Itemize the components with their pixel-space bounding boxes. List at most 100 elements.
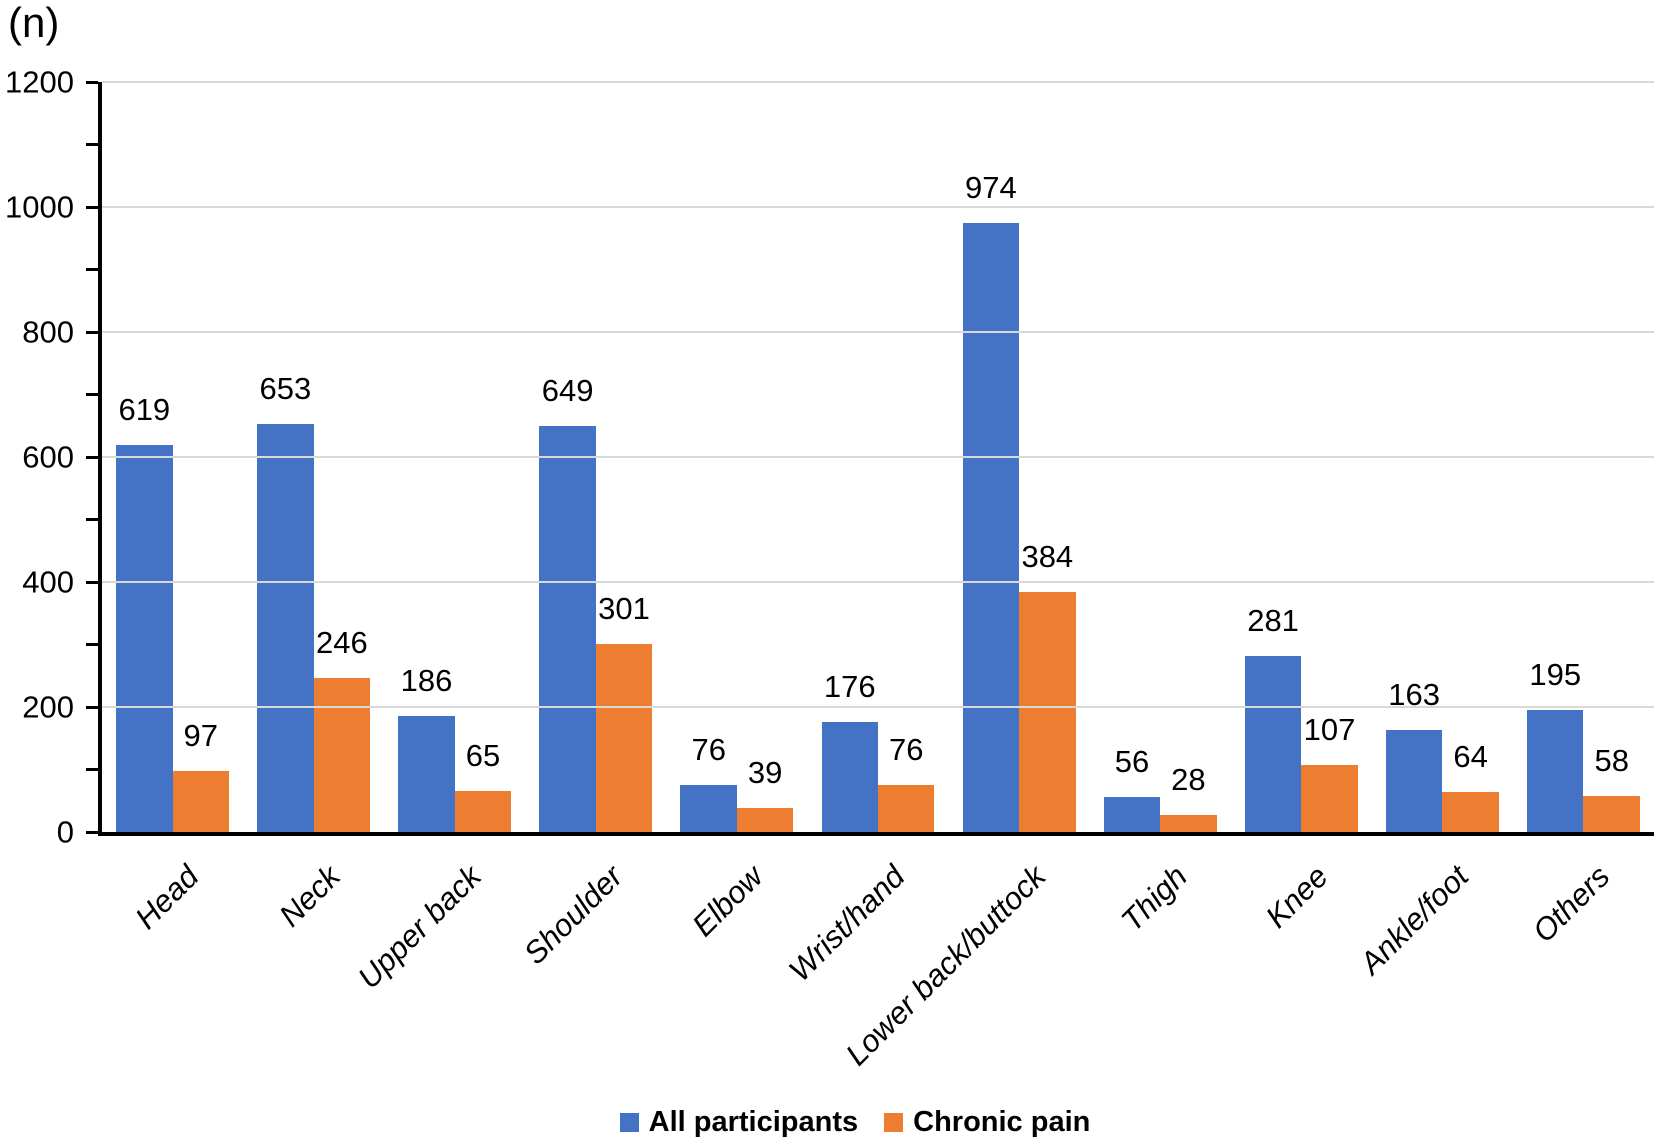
legend-swatch [884,1113,904,1132]
x-category-label: Head [128,858,206,936]
y-axis-tick [86,830,98,834]
bar [1103,797,1161,832]
bar-group: 619 97 [102,82,243,832]
bar-column: 653 [257,82,314,832]
bar [878,784,935,832]
bar-group: 186 65 [384,82,525,832]
y-axis-tick [86,768,98,772]
y-axis-tick [86,455,98,459]
x-category-label: Upper back [351,858,489,996]
bar-value-label: 619 [118,392,171,428]
bar [116,445,173,832]
bar [1160,814,1217,832]
bar-group: 76 39 [666,82,807,832]
x-category-label: Others [1526,858,1617,950]
y-axis-title: (n) [8,0,60,46]
y-tick-label: 1000 [5,189,74,225]
y-tick-label: 0 [56,814,74,850]
gridline [102,331,1654,334]
bar-value-label: 76 [888,731,924,767]
bar [1301,765,1358,832]
bar-column: 28 [1160,82,1217,832]
bar [736,807,794,832]
bar-value-label: 974 [965,170,1017,206]
x-category-label: Ankle/foot [1353,858,1476,981]
gridline [102,81,1654,83]
bar-value-label: 39 [747,754,783,790]
bar-column: 301 [595,82,653,832]
y-axis-tick [86,330,98,334]
x-category-label: Shoulder [516,858,630,972]
bar-group: 281 107 [1231,82,1372,832]
bars-container: 619 97 653 246 186 65 649 301 76 39 176 76 974 384 56 2… [102,82,1654,832]
bar-value-label: 653 [259,370,312,406]
bar-column: 186 [398,82,455,832]
bar-value-label: 384 [1021,539,1074,574]
bar [313,678,371,832]
bar-column: 163 [1385,82,1443,832]
x-category-label: Neck [272,858,347,934]
legend-swatch [619,1113,639,1132]
bar [398,715,455,832]
bar-value-label: 64 [1453,739,1488,774]
bar-column: 76 [878,82,935,832]
bar-value-label: 76 [691,731,726,767]
x-category-label: Thigh [1113,858,1194,939]
bar-value-label: 28 [1171,761,1206,797]
bar-group: 56 28 [1090,82,1231,832]
bar [1442,792,1499,832]
gridline [102,456,1654,458]
y-axis-tick [86,205,98,209]
y-tick-label: 200 [22,689,74,725]
bar [1583,795,1640,832]
legend-label: Chronic pain [913,1106,1091,1138]
bar-group: 163 64 [1372,82,1513,832]
bar [454,791,512,832]
bar-value-label: 281 [1247,603,1299,639]
legend: All participants Chronic pain [28,1108,1654,1137]
x-category-label: Elbow [685,858,771,944]
bar-group: 974 384 [949,82,1090,832]
bar-group: 653 246 [243,82,384,832]
bar-column: 65 [454,82,512,832]
bar-value-label: 649 [541,373,594,409]
bar [680,784,737,832]
bar-value-label: 195 [1529,657,1582,693]
bar-column: 97 [172,82,229,832]
bar [1019,592,1076,832]
y-axis-tick [86,393,98,396]
bar [172,771,229,832]
bar-column: 39 [736,82,794,832]
y-axis-tick [86,268,98,271]
bar-column: 64 [1442,82,1499,832]
bar-value-label: 97 [183,718,218,754]
legend-item: Chronic pain [884,1108,1090,1137]
plot-area: 619 97 653 246 186 65 649 301 76 39 176 76 974 384 56 2… [86,80,1654,836]
legend-item: All participants [619,1108,858,1137]
bar [1244,656,1302,832]
bar-column: 649 [539,82,596,832]
bar-value-label: 246 [315,625,368,661]
y-tick-label: 800 [22,314,74,350]
bar-column: 384 [1019,82,1076,832]
y-tick-label: 600 [22,439,74,475]
bar [1385,730,1443,832]
bar-column: 76 [680,82,737,832]
bar-column: 195 [1527,82,1584,832]
bar-group: 195 58 [1513,82,1654,832]
bar-value-label: 176 [823,669,876,704]
bar-column: 58 [1583,82,1640,832]
bar [962,223,1020,832]
gridline [102,206,1654,208]
x-category-label: Knee [1258,858,1335,935]
y-axis-tick [86,705,98,709]
y-axis-tick [86,518,98,521]
gridline [102,581,1654,584]
bar-group: 649 301 [525,82,666,832]
bar [257,423,314,832]
y-tick-label: 400 [22,564,74,600]
y-axis-tick [86,643,98,646]
bar-value-label: 301 [598,590,650,626]
bar-value-label: 65 [465,738,501,774]
bar [595,643,653,832]
